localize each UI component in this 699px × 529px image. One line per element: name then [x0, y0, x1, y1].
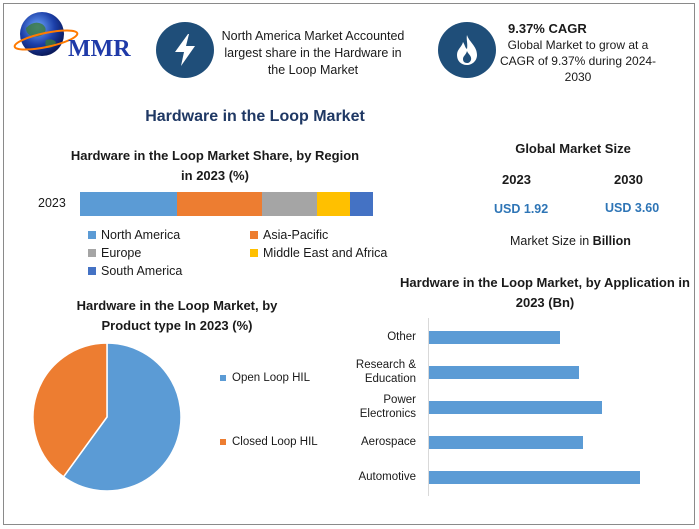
legend-label: Closed Loop HIL — [232, 436, 318, 448]
legend-item-middle-east-and-africa: Middle East and Africa — [250, 246, 387, 260]
market-size-value-2030: USD 3.60 — [605, 201, 660, 215]
legend-item-south-america: South America — [88, 264, 182, 278]
legend-label: North America — [101, 228, 181, 242]
legend-item-europe: Europe — [88, 246, 141, 260]
region-bar-segment-asia-pacific — [176, 192, 262, 216]
region-bar-segment-europe — [261, 192, 318, 216]
pie-slice-closed-loop-hil — [32, 342, 108, 478]
legend-item-north-america: North America — [88, 228, 180, 242]
region-chart-category-label: 2023 — [38, 196, 66, 210]
pie-slice-open-loop-hil — [62, 342, 182, 492]
legend-swatch — [250, 231, 258, 239]
market-size-year-2023: 2023 — [502, 172, 531, 187]
main-title: Hardware in the Loop Market — [145, 108, 365, 125]
cagr-title: 9.37% CAGR — [508, 21, 587, 36]
market-size-unit: Market Size in Billion — [510, 234, 631, 248]
legend-swatch — [220, 439, 226, 445]
application-bar-other — [429, 331, 561, 344]
pie-legend-item-open-loop-hil: Open Loop HIL — [220, 372, 310, 384]
globe-icon — [13, 12, 79, 56]
flame-icon — [438, 22, 496, 78]
logo-text: MMR — [68, 36, 131, 62]
region-bar-segment-north-america — [80, 192, 177, 216]
market-size-year-2030: 2030 — [614, 172, 643, 187]
region-stacked-bar — [80, 192, 373, 216]
application-label-aerospace: Aerospace — [361, 436, 416, 448]
region-bar-segment-south-america — [349, 192, 373, 216]
application-bar-automotive — [429, 471, 640, 484]
infographic-frame — [3, 3, 695, 525]
application-bar-research-education — [429, 366, 579, 379]
legend-item-asia-pacific: Asia-Pacific — [250, 228, 328, 242]
mmr-logo: MMR — [12, 10, 142, 62]
region-bar-segment-middle-east-and-africa — [317, 192, 350, 216]
pie-legend-item-closed-loop-hil: Closed Loop HIL — [220, 436, 318, 448]
application-label-power-electronics: Power Electronics — [359, 394, 416, 420]
header-note-north-america: North America Market Accounted largest s… — [221, 29, 405, 77]
application-label-other: Other — [387, 331, 416, 343]
legend-swatch — [250, 249, 258, 257]
cagr-text: Global Market to grow at a CAGR of 9.37%… — [499, 38, 657, 84]
lightning-icon — [156, 22, 214, 78]
application-axis-line — [428, 318, 429, 496]
market-size-value-2023: USD 1.92 — [494, 202, 549, 216]
legend-swatch — [88, 231, 96, 239]
legend-label: Europe — [101, 246, 142, 260]
legend-swatch — [88, 249, 96, 257]
legend-label: Middle East and Africa — [263, 246, 388, 260]
region-chart-title: Hardware in the Loop Market Share, by Re… — [70, 148, 360, 183]
legend-swatch — [88, 267, 96, 275]
application-label-research-education: Research & Education — [355, 359, 416, 385]
legend-label: Asia-Pacific — [263, 228, 329, 242]
market-size-unit-prefix: Market Size in — [510, 234, 593, 248]
application-label-automotive: Automotive — [358, 471, 416, 483]
application-chart-title: Hardware in the Loop Market, by Applicat… — [400, 275, 690, 310]
product-chart-title: Hardware in the Loop Market, by Product … — [76, 298, 278, 333]
legend-label: South America — [101, 264, 183, 278]
legend-swatch — [220, 375, 226, 381]
application-bar-aerospace — [429, 436, 584, 449]
product-pie-chart — [32, 342, 182, 492]
market-size-unit-bold: Billion — [592, 234, 631, 248]
application-bar-power-electronics — [429, 401, 603, 414]
market-size-title: Global Market Size — [515, 141, 631, 156]
legend-label: Open Loop HIL — [232, 372, 311, 384]
